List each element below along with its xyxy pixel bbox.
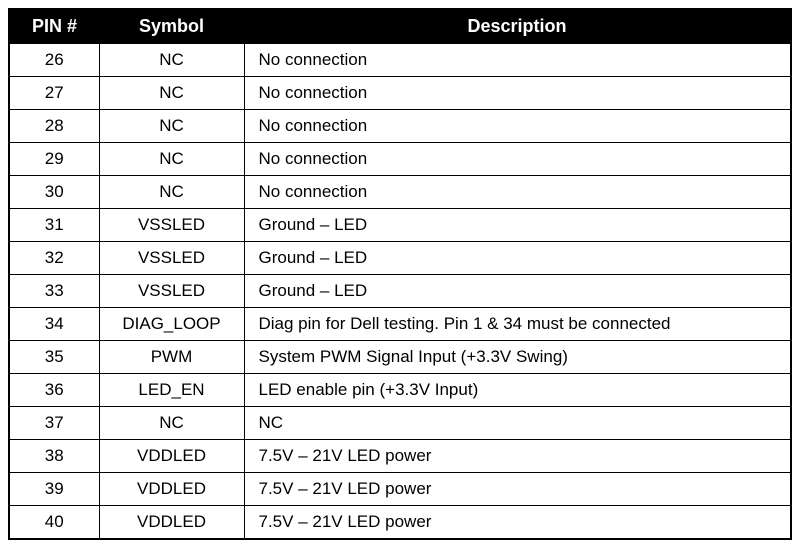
header-row: PIN # Symbol Description — [9, 9, 791, 44]
cell-symbol: NC — [99, 407, 244, 440]
table-row: 30 NC No connection — [9, 176, 791, 209]
cell-symbol: VDDLED — [99, 440, 244, 473]
header-description: Description — [244, 9, 791, 44]
table-row: 36 LED_EN LED enable pin (+3.3V Input) — [9, 374, 791, 407]
cell-description: No connection — [244, 176, 791, 209]
cell-pin: 27 — [9, 77, 99, 110]
header-symbol: Symbol — [99, 9, 244, 44]
cell-description: Ground – LED — [244, 242, 791, 275]
cell-symbol: NC — [99, 176, 244, 209]
cell-pin: 29 — [9, 143, 99, 176]
table-row: 35 PWM System PWM Signal Input (+3.3V Sw… — [9, 341, 791, 374]
table-row: 32 VSSLED Ground – LED — [9, 242, 791, 275]
cell-description: 7.5V – 21V LED power — [244, 473, 791, 506]
cell-description: NC — [244, 407, 791, 440]
table-header: PIN # Symbol Description — [9, 9, 791, 44]
cell-description: 7.5V – 21V LED power — [244, 440, 791, 473]
cell-description: No connection — [244, 44, 791, 77]
cell-symbol: VSSLED — [99, 209, 244, 242]
cell-symbol: VDDLED — [99, 473, 244, 506]
cell-pin: 36 — [9, 374, 99, 407]
cell-symbol: VSSLED — [99, 275, 244, 308]
cell-symbol: NC — [99, 110, 244, 143]
cell-symbol: LED_EN — [99, 374, 244, 407]
cell-symbol: NC — [99, 44, 244, 77]
table-row: 40 VDDLED 7.5V – 21V LED power — [9, 506, 791, 540]
cell-pin: 30 — [9, 176, 99, 209]
cell-description: Ground – LED — [244, 209, 791, 242]
cell-description: Ground – LED — [244, 275, 791, 308]
cell-description: System PWM Signal Input (+3.3V Swing) — [244, 341, 791, 374]
cell-pin: 34 — [9, 308, 99, 341]
cell-pin: 40 — [9, 506, 99, 540]
cell-description: Diag pin for Dell testing. Pin 1 & 34 mu… — [244, 308, 791, 341]
table-row: 33 VSSLED Ground – LED — [9, 275, 791, 308]
table-row: 27 NC No connection — [9, 77, 791, 110]
pin-table: PIN # Symbol Description 26 NC No connec… — [8, 8, 792, 540]
cell-description: 7.5V – 21V LED power — [244, 506, 791, 540]
table-body: 26 NC No connection 27 NC No connection … — [9, 44, 791, 540]
cell-pin: 26 — [9, 44, 99, 77]
cell-description: No connection — [244, 143, 791, 176]
cell-description: No connection — [244, 77, 791, 110]
cell-pin: 37 — [9, 407, 99, 440]
cell-symbol: VSSLED — [99, 242, 244, 275]
table-row: 28 NC No connection — [9, 110, 791, 143]
table-row: 37 NC NC — [9, 407, 791, 440]
cell-pin: 38 — [9, 440, 99, 473]
cell-symbol: PWM — [99, 341, 244, 374]
cell-pin: 39 — [9, 473, 99, 506]
header-pin: PIN # — [9, 9, 99, 44]
table-row: 29 NC No connection — [9, 143, 791, 176]
cell-pin: 33 — [9, 275, 99, 308]
cell-pin: 31 — [9, 209, 99, 242]
cell-symbol: VDDLED — [99, 506, 244, 540]
table-row: 31 VSSLED Ground – LED — [9, 209, 791, 242]
table-row: 26 NC No connection — [9, 44, 791, 77]
cell-symbol: DIAG_LOOP — [99, 308, 244, 341]
table-row: 34 DIAG_LOOP Diag pin for Dell testing. … — [9, 308, 791, 341]
cell-pin: 35 — [9, 341, 99, 374]
cell-description: No connection — [244, 110, 791, 143]
cell-pin: 32 — [9, 242, 99, 275]
table-row: 39 VDDLED 7.5V – 21V LED power — [9, 473, 791, 506]
table-row: 38 VDDLED 7.5V – 21V LED power — [9, 440, 791, 473]
cell-symbol: NC — [99, 143, 244, 176]
cell-description: LED enable pin (+3.3V Input) — [244, 374, 791, 407]
cell-symbol: NC — [99, 77, 244, 110]
cell-pin: 28 — [9, 110, 99, 143]
